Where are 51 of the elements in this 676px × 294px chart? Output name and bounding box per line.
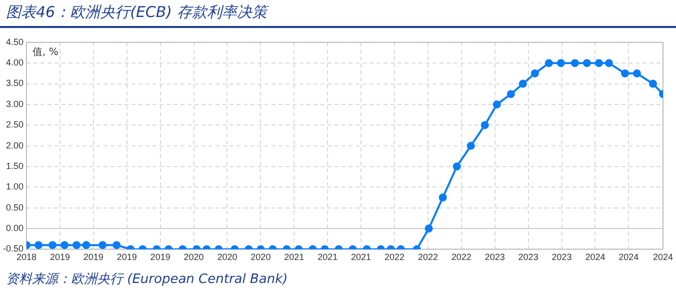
point	[506, 90, 515, 98]
x-tick-label: 2024	[618, 252, 639, 262]
y-tick-label: 1.00	[6, 182, 24, 192]
x-tick-label: 2021	[351, 252, 372, 262]
x-tick-label: 2019	[150, 252, 170, 262]
y-tick-label: -0.50	[3, 244, 24, 254]
y-tick-label: 2.50	[6, 120, 24, 130]
x-tick-label: 2019	[50, 252, 70, 262]
point	[480, 121, 489, 130]
x-tick-label: 2019	[83, 252, 104, 262]
point	[518, 80, 527, 88]
y-tick-label: 3.00	[6, 98, 24, 109]
x-tick-label: 2024	[585, 252, 606, 262]
x-tick-label: 2019	[116, 252, 137, 262]
point	[648, 80, 657, 88]
x-tick-label: 2023	[552, 252, 572, 262]
point	[632, 69, 641, 78]
point	[452, 162, 461, 170]
point	[530, 69, 539, 78]
y-tick-label: 0.00	[6, 223, 24, 234]
y-tick-label: 2.00	[6, 140, 24, 150]
x-tick-label: 2022	[451, 252, 472, 262]
point	[438, 194, 447, 202]
point	[604, 59, 613, 68]
y-tick-label: 4.00	[6, 58, 24, 68]
x-tick-label: 2023	[518, 252, 538, 262]
x-tick-label: 2020	[217, 252, 238, 262]
point	[492, 100, 501, 108]
x-tick-label: 2021	[284, 252, 304, 262]
point	[544, 59, 553, 68]
point	[570, 59, 579, 68]
y-tick-label: 3.50	[6, 78, 24, 88]
y-axis-title: 值, %	[32, 46, 58, 58]
x-tick-label: 2022	[418, 252, 438, 262]
x-tick-label: 2024	[652, 252, 674, 262]
x-tick-label: 2022	[384, 252, 405, 262]
x-tick-label: 2021	[318, 252, 338, 262]
point	[466, 142, 475, 150]
x-tick-label: 2020	[184, 252, 204, 262]
y-tick-label: 1.50	[6, 160, 24, 171]
x-tick-label: 2020	[250, 252, 271, 262]
point	[594, 59, 603, 68]
text: 资料来源：欧洲央行 (European Central Bank)	[6, 271, 288, 288]
x-tick-label: 2018	[16, 252, 37, 262]
y-tick-label: 4.50	[6, 36, 24, 47]
y-tick-label: 0.50	[6, 202, 24, 212]
point	[582, 59, 591, 68]
chart-title: 图表46：欧洲央行(ECB) 存款利率决策	[6, 3, 267, 22]
point	[620, 69, 629, 78]
point	[556, 59, 565, 68]
x-tick-label: 2023	[484, 252, 505, 262]
